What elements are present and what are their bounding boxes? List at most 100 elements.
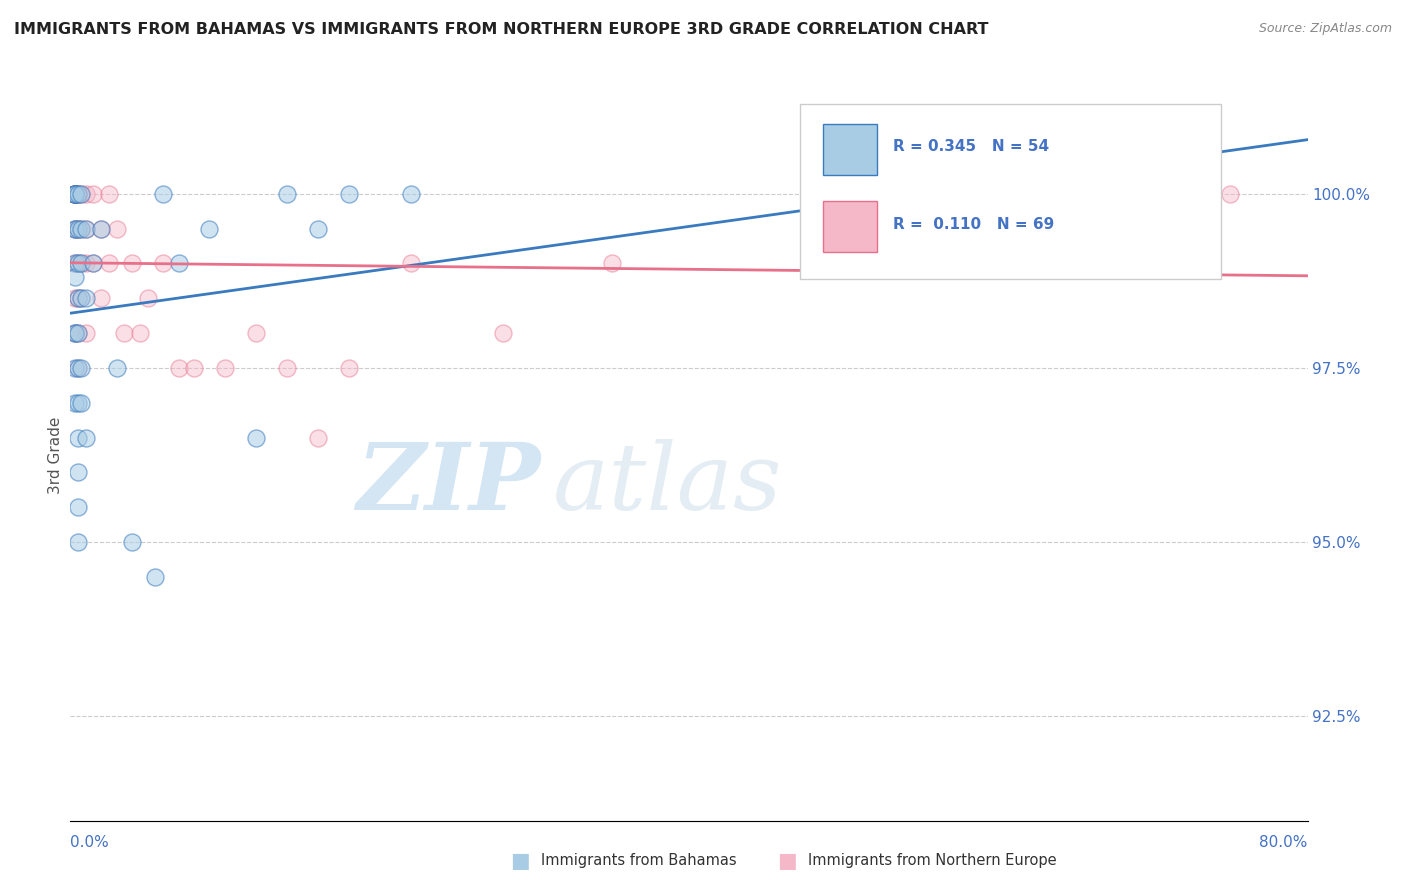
Point bbox=[67, 466, 90, 480]
Point bbox=[63, 186, 86, 201]
Point bbox=[63, 186, 86, 201]
Text: atlas: atlas bbox=[553, 439, 782, 529]
Point bbox=[98, 186, 120, 201]
Point bbox=[1219, 186, 1241, 201]
Text: 80.0%: 80.0% bbox=[1260, 836, 1308, 850]
Point bbox=[63, 326, 86, 340]
Point bbox=[75, 291, 97, 305]
Point bbox=[129, 326, 152, 340]
Point bbox=[67, 256, 90, 270]
Point bbox=[63, 360, 86, 375]
Point bbox=[63, 186, 86, 201]
Point bbox=[152, 186, 174, 201]
Text: R = 0.345   N = 54: R = 0.345 N = 54 bbox=[893, 139, 1049, 153]
Point bbox=[70, 291, 93, 305]
Point bbox=[82, 186, 105, 201]
Point bbox=[245, 326, 267, 340]
Point bbox=[121, 256, 143, 270]
Point bbox=[105, 360, 128, 375]
Point bbox=[75, 186, 97, 201]
Point bbox=[75, 430, 97, 444]
Point bbox=[75, 221, 97, 235]
Point bbox=[67, 221, 90, 235]
Text: ■: ■ bbox=[778, 851, 797, 871]
Point bbox=[67, 291, 90, 305]
Point bbox=[67, 221, 90, 235]
Point bbox=[63, 186, 86, 201]
Point bbox=[67, 186, 90, 201]
Point bbox=[63, 326, 86, 340]
Point bbox=[492, 326, 515, 340]
Point bbox=[276, 186, 298, 201]
Point bbox=[63, 186, 86, 201]
Point bbox=[145, 570, 167, 584]
Point bbox=[167, 256, 190, 270]
Point bbox=[337, 360, 360, 375]
Point bbox=[121, 535, 143, 549]
Point bbox=[70, 395, 93, 409]
Point bbox=[63, 291, 86, 305]
Text: 0.0%: 0.0% bbox=[70, 836, 110, 850]
Point bbox=[63, 186, 86, 201]
Point bbox=[67, 535, 90, 549]
Point bbox=[98, 256, 120, 270]
Point bbox=[70, 186, 93, 201]
Point bbox=[67, 326, 90, 340]
Point bbox=[63, 395, 86, 409]
FancyBboxPatch shape bbox=[823, 201, 877, 252]
Point bbox=[63, 186, 86, 201]
Text: ■: ■ bbox=[510, 851, 530, 871]
Point bbox=[832, 221, 855, 235]
Point bbox=[70, 256, 93, 270]
Y-axis label: 3rd Grade: 3rd Grade bbox=[48, 417, 63, 493]
Point bbox=[67, 186, 90, 201]
Text: Immigrants from Bahamas: Immigrants from Bahamas bbox=[541, 854, 737, 868]
Point bbox=[75, 256, 97, 270]
Point bbox=[63, 186, 86, 201]
Point bbox=[70, 221, 93, 235]
Point bbox=[67, 256, 90, 270]
Point bbox=[114, 326, 135, 340]
Point bbox=[63, 186, 86, 201]
Point bbox=[70, 186, 93, 201]
Point bbox=[307, 221, 329, 235]
Point bbox=[307, 430, 329, 444]
Point bbox=[600, 256, 623, 270]
Point bbox=[63, 186, 86, 201]
Point bbox=[70, 360, 93, 375]
Point bbox=[82, 256, 105, 270]
Point bbox=[67, 360, 90, 375]
Point bbox=[63, 186, 86, 201]
Point bbox=[214, 360, 236, 375]
Point bbox=[70, 291, 93, 305]
Point bbox=[63, 221, 86, 235]
FancyBboxPatch shape bbox=[823, 124, 877, 175]
Point bbox=[198, 221, 221, 235]
Point bbox=[67, 186, 90, 201]
Point bbox=[105, 221, 128, 235]
Point bbox=[399, 186, 422, 201]
Point bbox=[67, 395, 90, 409]
Point bbox=[183, 360, 205, 375]
Point bbox=[63, 270, 86, 285]
Point bbox=[63, 221, 86, 235]
Point bbox=[82, 256, 105, 270]
Point bbox=[63, 326, 86, 340]
Text: Immigrants from Northern Europe: Immigrants from Northern Europe bbox=[808, 854, 1057, 868]
Point bbox=[67, 186, 90, 201]
Point bbox=[90, 291, 112, 305]
Text: ZIP: ZIP bbox=[356, 439, 540, 529]
Point bbox=[63, 221, 86, 235]
Point bbox=[1064, 221, 1087, 235]
Point bbox=[70, 256, 93, 270]
Point bbox=[63, 256, 86, 270]
Point bbox=[152, 256, 174, 270]
Point bbox=[90, 221, 112, 235]
Point bbox=[399, 256, 422, 270]
Point bbox=[63, 256, 86, 270]
Point bbox=[75, 221, 97, 235]
Point bbox=[67, 360, 90, 375]
Point bbox=[70, 221, 93, 235]
Point bbox=[75, 326, 97, 340]
Point bbox=[67, 221, 90, 235]
